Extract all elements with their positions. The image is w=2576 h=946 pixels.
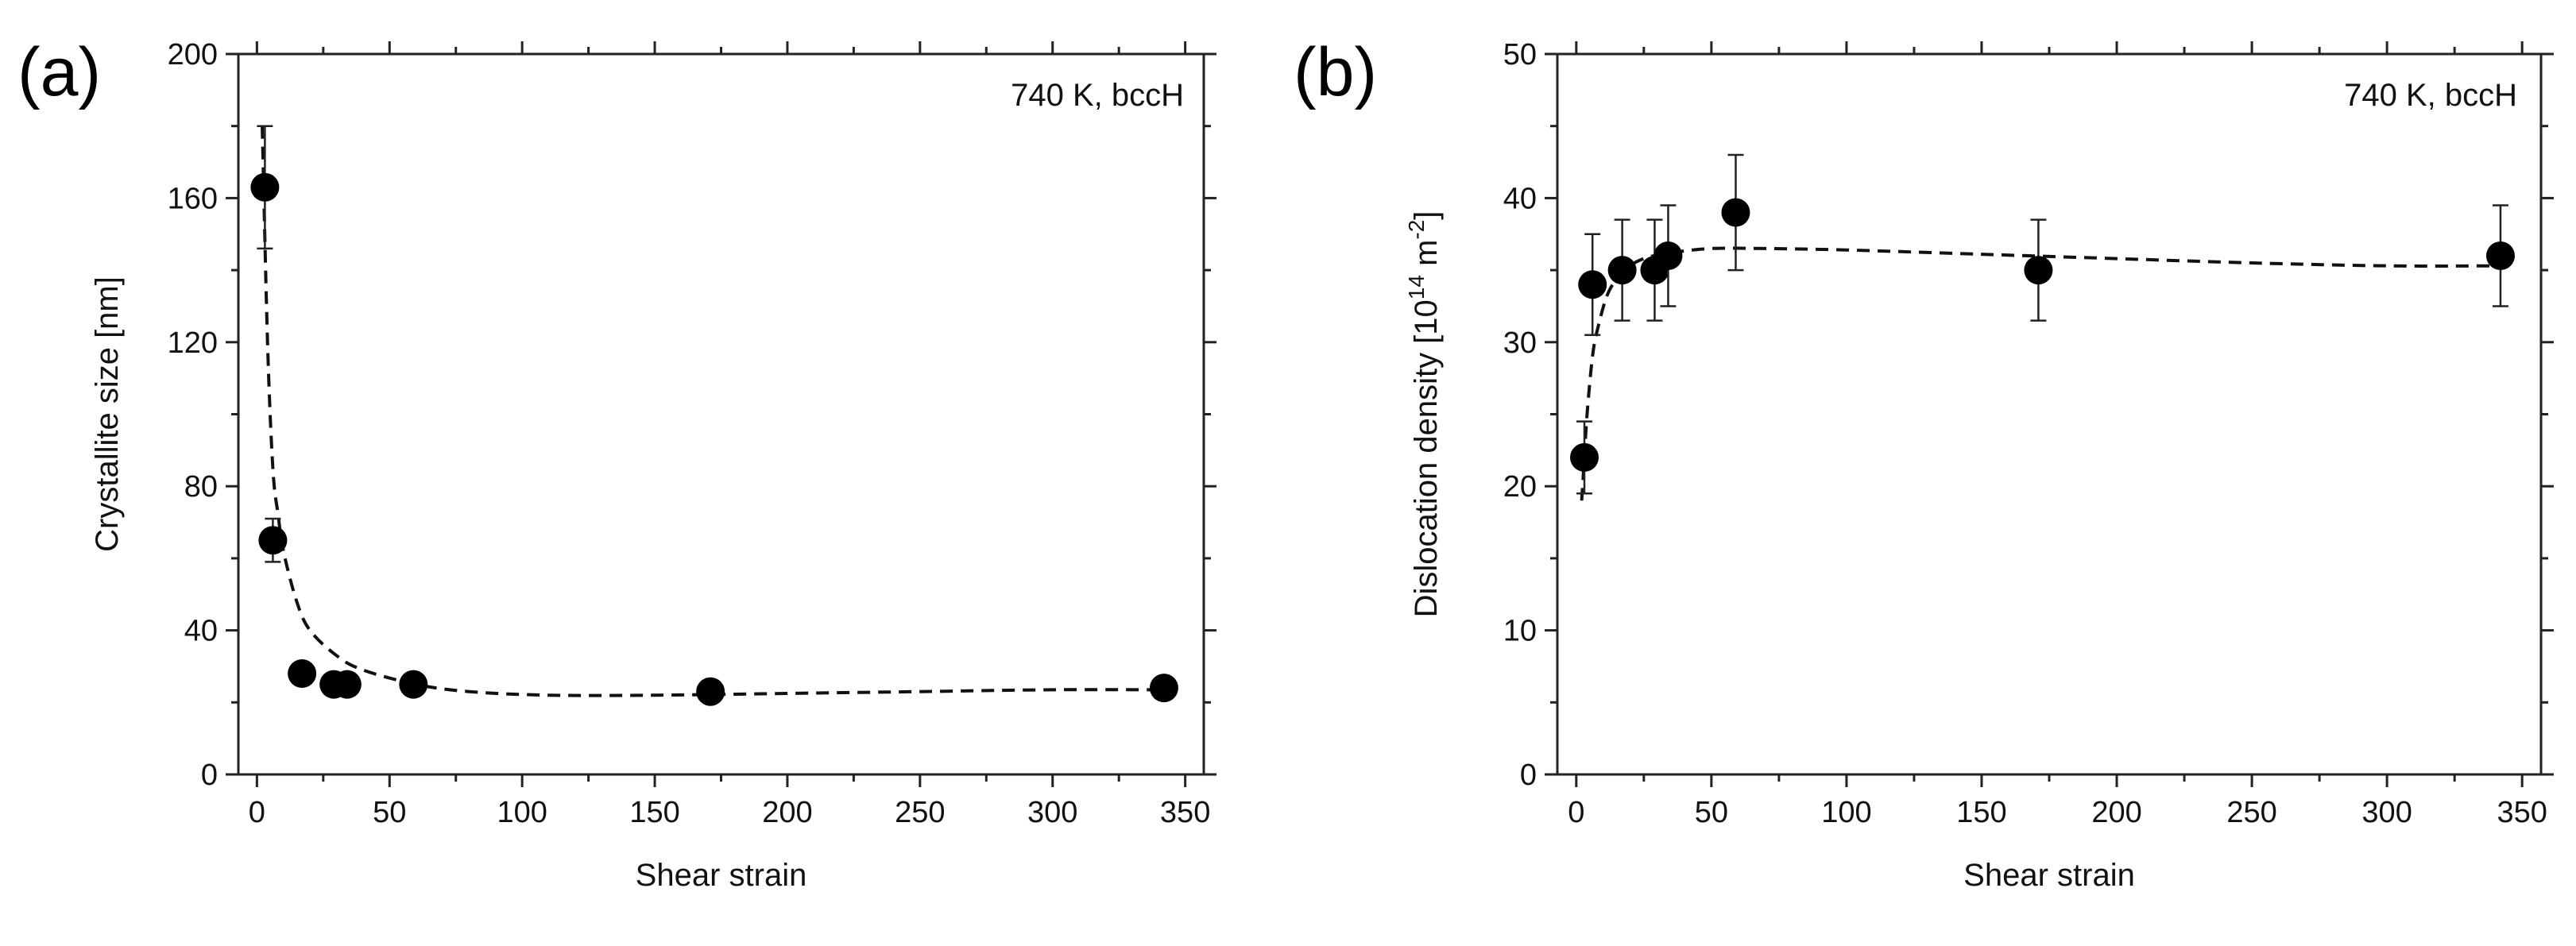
data-point: [1721, 198, 1750, 227]
y-axis-title-main: Dislocation density [10: [1409, 299, 1444, 617]
data-point: [2024, 256, 2053, 285]
y-tick-label: 20: [1503, 470, 1537, 504]
panel-a: 0 50 100 150 200 250 300 350 0 40 80 120 160 200 Shear…: [17, 34, 1216, 893]
panel-label: (b): [1294, 34, 1377, 110]
y-axis-title: Crystallite size [nm]: [90, 276, 125, 552]
data-point: [1149, 674, 1178, 703]
y-tick-label: 40: [1503, 182, 1537, 215]
y-tick-label: 0: [1520, 759, 1537, 792]
panel-label: (a): [17, 34, 101, 110]
x-tick-label: 100: [1821, 796, 1871, 829]
x-tick-label: 0: [249, 796, 265, 829]
plot-frame: [1556, 52, 2543, 776]
y-tick-label: 160: [168, 182, 218, 215]
x-tick-label: 250: [2226, 796, 2276, 829]
x-tick-label: 50: [373, 796, 406, 829]
x-tick-label: 300: [2361, 796, 2412, 829]
x-axis-title: Shear strain: [636, 858, 807, 893]
x-axis-title: Shear strain: [1963, 858, 2135, 893]
x-tick-label: 350: [2497, 796, 2547, 829]
annotation: 740 K, bccH: [1011, 78, 1184, 113]
data-point: [1578, 270, 1607, 299]
data-point: [1654, 241, 1683, 270]
x-tick-label: 150: [1956, 796, 2006, 829]
y-axis-title-unit: m: [1409, 240, 1444, 275]
x-tick-label: 0: [1568, 796, 1584, 829]
y-axis-title-exponent: 14: [1404, 275, 1429, 299]
plot-frame: [237, 52, 1205, 776]
y-tick-label: 80: [184, 470, 218, 504]
annotation: 740 K, bccH: [2344, 78, 2517, 113]
data-point: [250, 172, 280, 202]
y-axis-title: Dislocation density [1014 m-2]: [1404, 211, 1444, 618]
x-tick-label: 200: [762, 796, 812, 829]
data-point: [288, 659, 317, 689]
x-tick-label: 200: [2091, 796, 2141, 829]
y-tick-label: 0: [201, 759, 218, 792]
y-tick-label: 120: [168, 326, 218, 360]
data-point: [1607, 256, 1637, 285]
y-tick-label: 40: [184, 615, 218, 648]
x-tick-label: 250: [895, 796, 945, 829]
y-axis-title-unit-exponent: -2: [1404, 220, 1429, 240]
y-tick-label: 30: [1503, 326, 1537, 360]
x-tick-label: 50: [1695, 796, 1728, 829]
data-point: [332, 670, 362, 699]
x-tick-label: 300: [1027, 796, 1077, 829]
data-point: [1570, 442, 1599, 472]
fit-curve: [261, 125, 1164, 697]
data-point: [696, 677, 725, 706]
y-tick-label: 50: [1503, 38, 1537, 71]
y-tick-label: 10: [1503, 615, 1537, 648]
panel-b: 0 50 100 150 200 250 300 350 0 10 20 30 40 50 Shear st…: [1294, 34, 2554, 893]
x-tick-label: 150: [629, 796, 679, 829]
data-point: [2485, 241, 2515, 270]
fit-curve: [1580, 246, 2501, 501]
x-tick-label: 100: [497, 796, 547, 829]
y-tick-label: 200: [168, 38, 218, 71]
data-point: [399, 670, 428, 699]
x-tick-label: 350: [1160, 796, 1210, 829]
data-point: [258, 526, 288, 555]
y-axis-title-end: ]: [1409, 211, 1444, 220]
